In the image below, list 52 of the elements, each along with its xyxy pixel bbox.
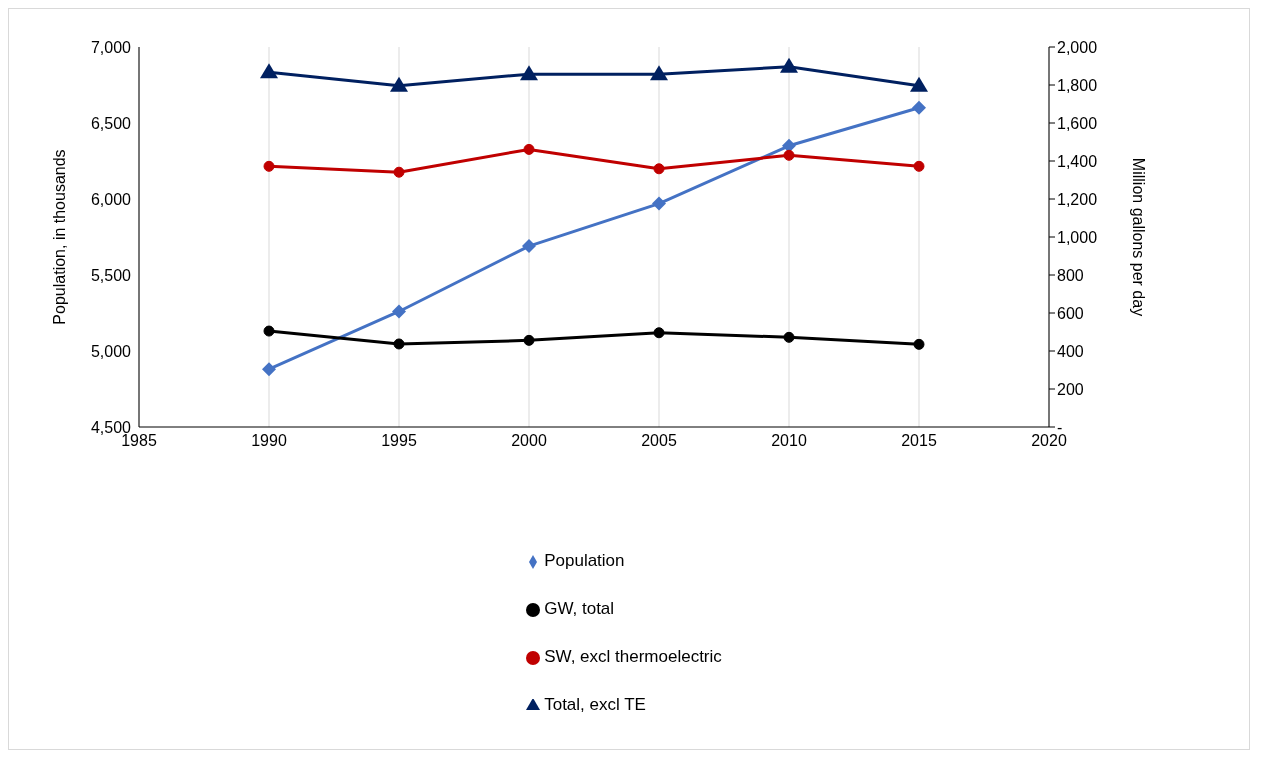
y-tick-label: 6,500 bbox=[90, 114, 132, 132]
point bbox=[650, 65, 668, 81]
point bbox=[783, 149, 795, 161]
point bbox=[913, 160, 925, 172]
point bbox=[393, 166, 405, 178]
point bbox=[912, 100, 926, 115]
y2-axis-title: Million gallons per day bbox=[1130, 157, 1148, 317]
x-tick-label: 2005 bbox=[641, 432, 677, 450]
y2-tick-label: 800 bbox=[1057, 266, 1084, 284]
y-tick-label: 5,500 bbox=[90, 266, 132, 284]
x-tick-label: 1995 bbox=[381, 432, 417, 450]
y2-tick-label: 400 bbox=[1057, 342, 1084, 360]
point bbox=[782, 138, 796, 153]
y2-tick-label: 1,400 bbox=[1057, 152, 1098, 170]
point bbox=[523, 143, 535, 155]
x-tick-label: 2000 bbox=[511, 432, 547, 450]
y2-tick-label: 1,600 bbox=[1057, 114, 1098, 132]
point bbox=[263, 160, 275, 172]
y-tick-label: 6,000 bbox=[90, 190, 132, 208]
legend-label: Population bbox=[544, 551, 625, 570]
legend-label: GW, total bbox=[544, 599, 615, 618]
y2-tick-label: 1,200 bbox=[1057, 190, 1098, 208]
point bbox=[390, 76, 408, 92]
y2-tick-label: 600 bbox=[1057, 304, 1084, 322]
point bbox=[910, 76, 928, 92]
y2-tick-label: 200 bbox=[1057, 380, 1084, 398]
point bbox=[653, 327, 665, 339]
y2-tick-label: 1,000 bbox=[1057, 228, 1098, 246]
point bbox=[652, 196, 666, 211]
y-axis-title: Population, in thousands bbox=[50, 149, 68, 325]
x-tick-label: 2010 bbox=[771, 432, 807, 450]
point bbox=[392, 304, 406, 319]
y-tick-label: 5,000 bbox=[90, 342, 132, 360]
x-tick-label: 2020 bbox=[1031, 432, 1067, 450]
y2-tick-label: 1,800 bbox=[1057, 76, 1098, 94]
point bbox=[520, 65, 538, 81]
point bbox=[523, 334, 535, 346]
y-tick-label: 7,000 bbox=[90, 38, 132, 56]
point bbox=[393, 338, 405, 350]
y2-tick-label: 2,000 bbox=[1057, 38, 1098, 56]
point bbox=[263, 325, 275, 337]
point bbox=[653, 163, 665, 175]
point bbox=[780, 57, 798, 73]
point bbox=[260, 63, 278, 79]
x-tick-label: 1990 bbox=[251, 432, 287, 450]
point bbox=[262, 362, 276, 377]
point bbox=[522, 239, 536, 254]
legend-label: Total, excl TE bbox=[544, 695, 646, 714]
x-tick-label: 2015 bbox=[901, 432, 937, 450]
point bbox=[913, 338, 925, 350]
point bbox=[783, 331, 795, 343]
legend-label: SW, excl thermoelectric bbox=[544, 647, 722, 666]
